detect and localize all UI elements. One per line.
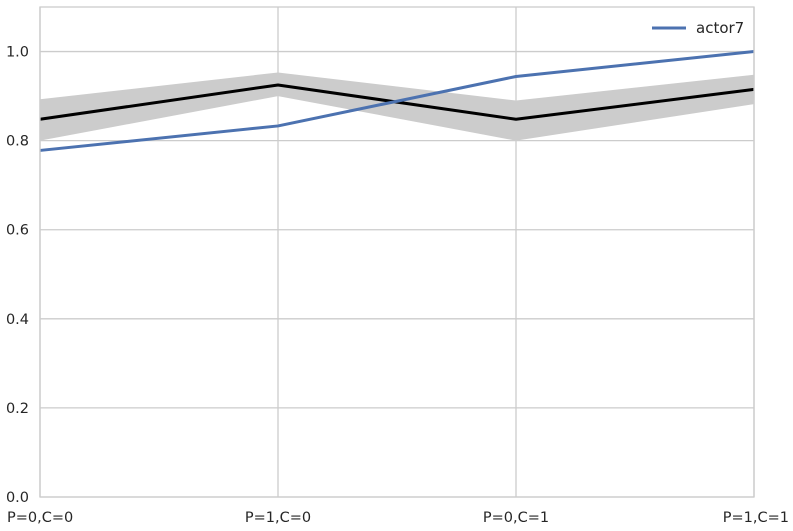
x-tick-label: P=0,C=1 xyxy=(483,510,549,526)
y-tick-label: 0.4 xyxy=(6,312,29,328)
y-tick-label: 0.8 xyxy=(6,134,29,150)
y-tick-label: 1.0 xyxy=(6,45,29,61)
grid xyxy=(39,7,755,498)
y-tick-label: 0.0 xyxy=(6,490,29,506)
x-tick-label: P=1,C=0 xyxy=(245,510,311,526)
plot-border xyxy=(39,6,755,498)
x-tick-label: P=1,C=1 xyxy=(723,510,789,526)
legend: actor7 xyxy=(652,19,744,37)
y-tick-label: 0.2 xyxy=(6,401,29,417)
legend-label-actor7: actor7 xyxy=(696,19,744,37)
x-tick-labels: P=0,C=0 P=1,C=0 P=0,C=1 P=1,C=1 xyxy=(7,510,789,526)
x-tick-label: P=0,C=0 xyxy=(7,510,73,526)
confidence-band-layer xyxy=(40,72,754,141)
y-tick-label: 0.6 xyxy=(6,223,29,239)
y-tick-labels: 0.0 0.2 0.4 0.6 0.8 1.0 xyxy=(6,45,29,506)
series-line-actor7 xyxy=(39,50,755,152)
confidence-band xyxy=(40,72,754,141)
plot-frame xyxy=(39,6,755,498)
